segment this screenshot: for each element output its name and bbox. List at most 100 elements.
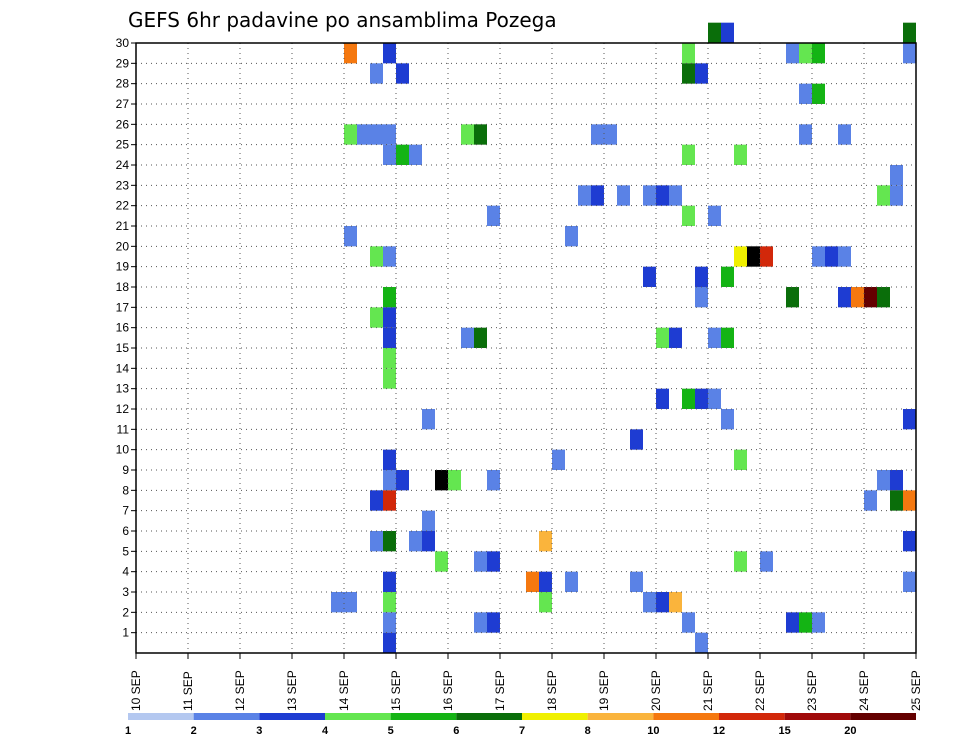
heatmap-cell bbox=[669, 327, 682, 348]
heatmap-cell bbox=[487, 470, 500, 491]
heatmap-cell bbox=[682, 388, 695, 409]
heatmap-cell bbox=[344, 43, 357, 64]
heatmap-cell bbox=[656, 592, 669, 613]
heatmap-cell bbox=[370, 124, 383, 145]
y-tick-label: 20 bbox=[116, 239, 130, 253]
heatmap-cell bbox=[370, 307, 383, 328]
heatmap-cell bbox=[383, 43, 396, 64]
heatmap-cell bbox=[396, 63, 409, 84]
heatmap-cell bbox=[734, 551, 747, 572]
x-tick-label: 16 SEP bbox=[441, 670, 455, 711]
heatmap-cell bbox=[409, 144, 422, 165]
y-tick-label: 8 bbox=[122, 483, 129, 497]
colorbar-swatch bbox=[719, 713, 785, 720]
y-tick-label: 18 bbox=[116, 280, 130, 294]
colorbar-label: 2 bbox=[191, 725, 197, 737]
heatmap-cell bbox=[396, 470, 409, 491]
heatmap-cell bbox=[682, 63, 695, 84]
colorbar-label: 10 bbox=[647, 725, 659, 737]
y-tick-label: 9 bbox=[122, 463, 129, 477]
y-tick-label: 4 bbox=[122, 565, 129, 579]
heatmap-cells bbox=[331, 22, 916, 653]
colorbar-label: 20 bbox=[844, 725, 856, 737]
heatmap-cell bbox=[643, 592, 656, 613]
heatmap-cell bbox=[474, 327, 487, 348]
y-tick-label: 30 bbox=[116, 36, 130, 50]
heatmap-cell bbox=[903, 571, 916, 592]
heatmap-cell bbox=[448, 470, 461, 491]
heatmap-cell bbox=[474, 551, 487, 572]
heatmap-cell bbox=[864, 490, 877, 511]
heatmap-cell bbox=[890, 490, 903, 511]
heatmap-cell bbox=[656, 327, 669, 348]
heatmap-cell bbox=[487, 551, 500, 572]
heatmap-cell bbox=[799, 83, 812, 104]
colorbar-label: 3 bbox=[256, 725, 262, 737]
heatmap-cell bbox=[344, 124, 357, 145]
heatmap-cell bbox=[409, 531, 422, 552]
colorbar-label: 6 bbox=[453, 725, 459, 737]
y-tick-label: 5 bbox=[122, 544, 129, 558]
heatmap-cell bbox=[760, 551, 773, 572]
heatmap-cell bbox=[487, 205, 500, 226]
heatmap-cell bbox=[383, 348, 396, 369]
heatmap-cell bbox=[383, 490, 396, 511]
x-tick-label: 24 SEP bbox=[857, 670, 871, 711]
x-tick-label: 14 SEP bbox=[337, 670, 351, 711]
y-tick-label: 23 bbox=[116, 178, 130, 192]
y-tick-label: 12 bbox=[116, 402, 130, 416]
heatmap-cell bbox=[695, 266, 708, 287]
y-tick-label: 14 bbox=[116, 361, 130, 375]
heatmap-cell bbox=[435, 551, 448, 572]
heatmap-cell bbox=[682, 612, 695, 633]
heatmap-cell bbox=[682, 43, 695, 64]
colorbar-swatch bbox=[784, 713, 851, 720]
heatmap-cell bbox=[825, 246, 838, 267]
heatmap-cell bbox=[539, 571, 552, 592]
heatmap-cell bbox=[903, 43, 916, 64]
heatmap-cell bbox=[383, 246, 396, 267]
heatmap-cell bbox=[877, 185, 890, 206]
y-tick-label: 1 bbox=[122, 626, 129, 640]
heatmap-cell bbox=[422, 531, 435, 552]
heatmap-cell bbox=[708, 388, 721, 409]
heatmap-cell bbox=[383, 287, 396, 308]
heatmap-cell bbox=[838, 246, 851, 267]
heatmap-cell bbox=[565, 226, 578, 247]
colorbar: 1 2 3 4 5 6 7 8 10 12 15 20 bbox=[125, 713, 916, 737]
heatmap-cell bbox=[669, 592, 682, 613]
colorbar-swatch bbox=[259, 713, 325, 720]
y-tick-label: 22 bbox=[116, 199, 130, 213]
heatmap-cell bbox=[903, 409, 916, 430]
heatmap-cell bbox=[877, 470, 890, 491]
heatmap-cell bbox=[695, 63, 708, 84]
heatmap-cell bbox=[383, 368, 396, 389]
y-tick-label: 3 bbox=[122, 585, 129, 599]
x-tick-label: 19 SEP bbox=[597, 670, 611, 711]
heatmap-cell bbox=[383, 449, 396, 470]
heatmap-cell bbox=[474, 612, 487, 633]
colorbar-label: 5 bbox=[388, 725, 394, 737]
heatmap-cell bbox=[383, 571, 396, 592]
y-tick-label: 13 bbox=[116, 382, 130, 396]
heatmap-cell bbox=[383, 612, 396, 633]
colorbar-label: 7 bbox=[519, 725, 525, 737]
heatmap-cell bbox=[383, 531, 396, 552]
heatmap-cell bbox=[890, 165, 903, 186]
heatmap-cell bbox=[461, 124, 474, 145]
heatmap-cell bbox=[383, 327, 396, 348]
grid-lines bbox=[136, 42, 916, 653]
heatmap-cell bbox=[357, 124, 370, 145]
heatmap-cell bbox=[630, 429, 643, 450]
x-tick-label: 25 SEP bbox=[909, 670, 923, 711]
x-tick-label: 22 SEP bbox=[753, 670, 767, 711]
heatmap-cell bbox=[903, 22, 916, 43]
colorbar-swatch bbox=[850, 713, 916, 720]
y-axis: 1234567891011121314151617181920212223242… bbox=[116, 36, 136, 640]
x-axis: 10 SEP 11 SEP 12 SEP 13 SEP 14 SEP 15 SEP 16 S… bbox=[129, 653, 923, 711]
heatmap-cell bbox=[799, 124, 812, 145]
colorbar-swatch bbox=[456, 713, 522, 720]
heatmap-cell bbox=[747, 246, 760, 267]
heatmap-cell bbox=[331, 592, 344, 613]
